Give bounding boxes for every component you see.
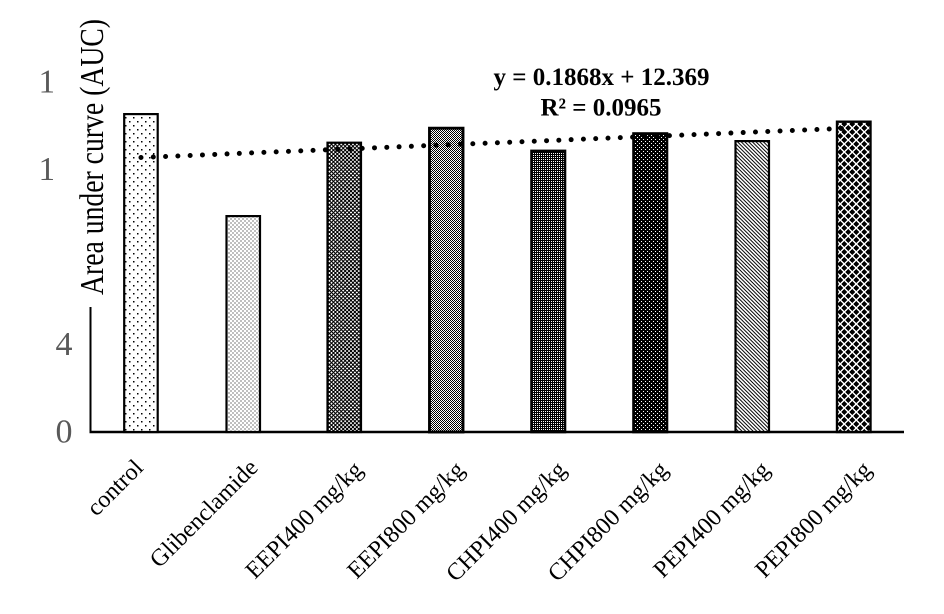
svg-text:R² = 0.0965: R² = 0.0965: [540, 95, 661, 122]
svg-text:4: 4: [56, 326, 73, 363]
svg-text:control: control: [82, 455, 149, 522]
svg-text:y = 0.1868x + 12.369: y = 0.1868x + 12.369: [494, 64, 710, 91]
svg-text:0: 0: [56, 414, 73, 451]
svg-text:Glibenclamide: Glibenclamide: [145, 455, 263, 573]
svg-text:Area under curve (AUC): Area under curve (AUC): [74, 19, 111, 295]
